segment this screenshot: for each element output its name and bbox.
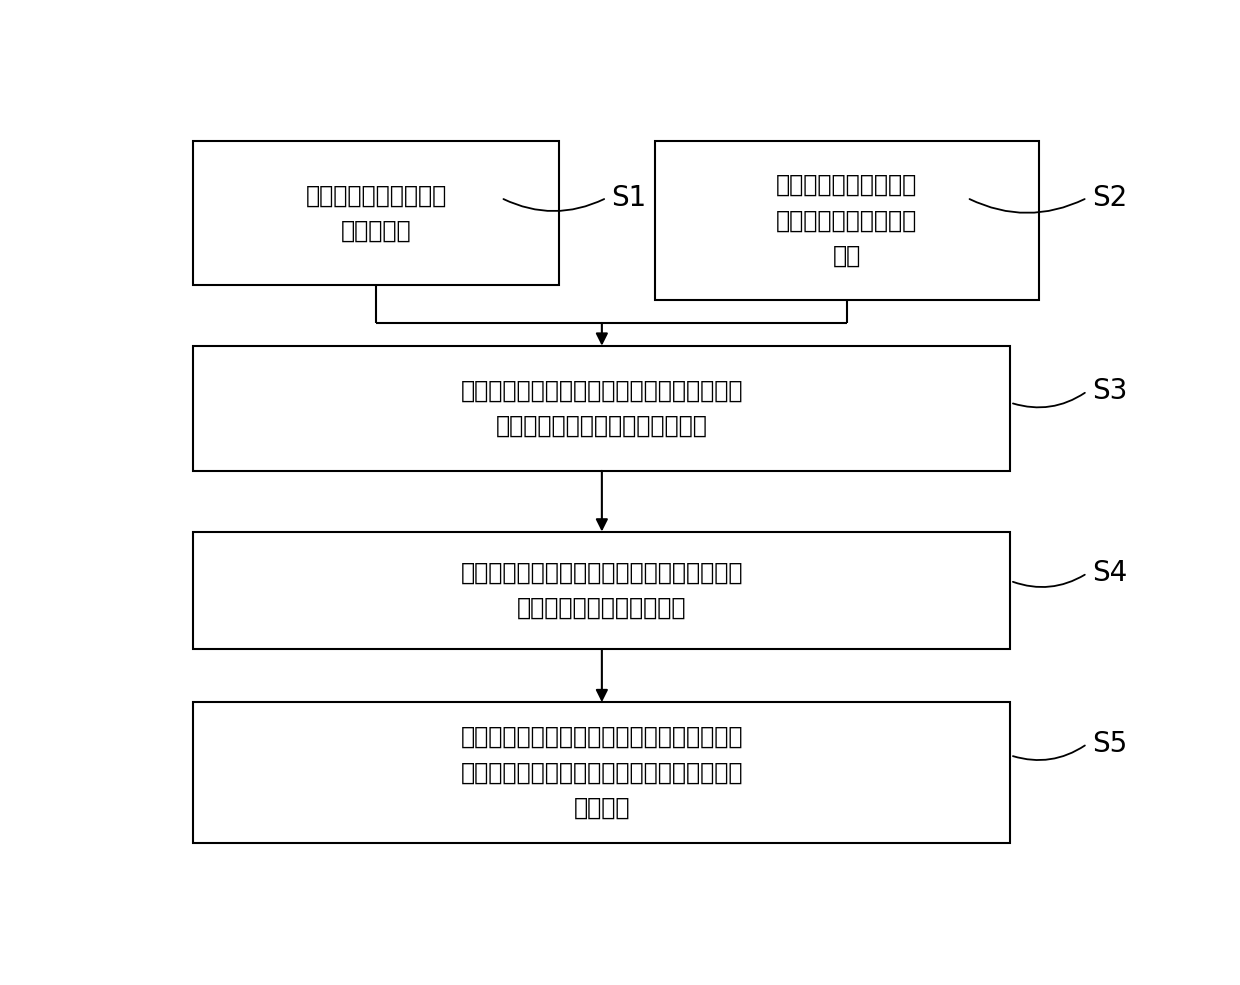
Text: S1: S1: [611, 184, 647, 212]
Bar: [193, 346, 1011, 471]
Text: 将所述混合胶料灌封于所述壳体与装配于所述
壳体内的高电压元件之间的空腔中: 将所述混合胶料灌封于所述壳体与装配于所述 壳体内的高电压元件之间的空腔中: [460, 378, 743, 438]
Text: S4: S4: [1092, 559, 1127, 587]
Text: S5: S5: [1092, 730, 1127, 757]
Text: 将所述空腔内的混合胶料进行固化处理，以使
固定于所述混合胶料中的高电压元件固定于所
述壳体内: 将所述空腔内的混合胶料进行固化处理，以使 固定于所述混合胶料中的高电压元件固定于…: [460, 725, 743, 820]
Text: S2: S2: [1092, 184, 1127, 212]
Bar: [193, 141, 558, 285]
Bar: [655, 141, 1039, 300]
Text: 将供装配高电压元件的
壳体进行清: 将供装配高电压元件的 壳体进行清: [305, 183, 446, 242]
Text: 将预先调配的含有有机
硅橡胶的混合胶料进行
搅拌: 将预先调配的含有有机 硅橡胶的混合胶料进行 搅拌: [776, 173, 918, 268]
Bar: [193, 702, 1011, 842]
Text: S3: S3: [1092, 377, 1127, 405]
Text: 在气压变化的低压环境下，将灌封于所述壳体
内的混合胶料进行除泡处理: 在气压变化的低压环境下，将灌封于所述壳体 内的混合胶料进行除泡处理: [460, 560, 743, 620]
Bar: [193, 532, 1011, 649]
